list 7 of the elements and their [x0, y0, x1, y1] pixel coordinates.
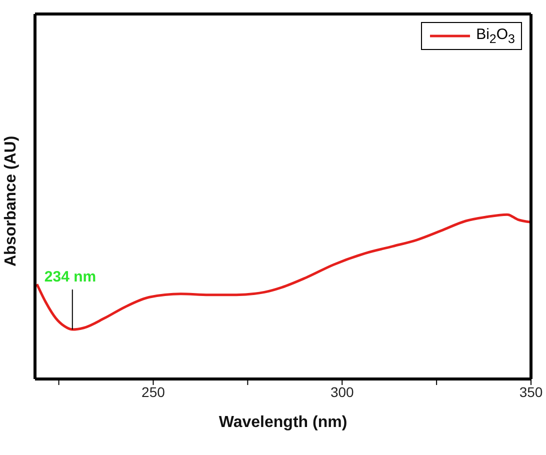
annotation: 234 nm	[44, 268, 96, 286]
x-tick-label: 250	[142, 384, 166, 400]
legend-label: Bi$_{2}$O$_{3}$	[476, 26, 515, 46]
x-axis-title: Wavelength (nm)	[218, 414, 348, 431]
x-tick-label: 300	[330, 384, 354, 400]
y-axis-title: Absorbance (AU)	[2, 136, 20, 266]
x-tick-label: 350	[519, 384, 543, 400]
